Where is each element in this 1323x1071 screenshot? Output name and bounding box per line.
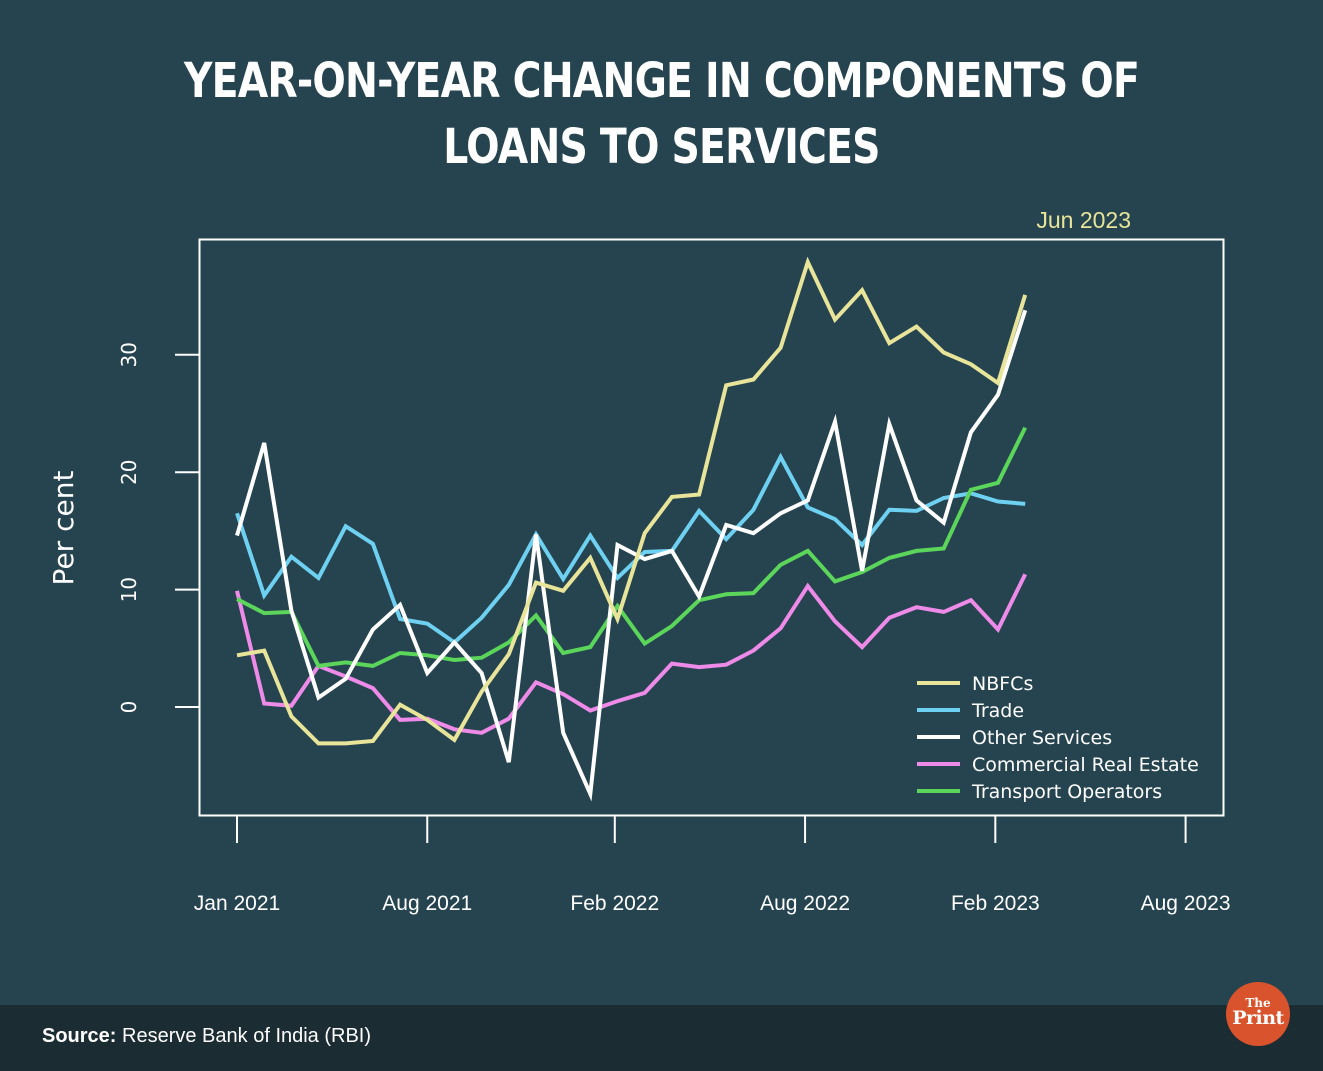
logo-print-text: Print	[1232, 1007, 1284, 1029]
source-note: Source: Reserve Bank of India (RBI)	[42, 1025, 371, 1048]
series-line-other-services	[235, 309, 1028, 802]
y-tick-label: 0	[117, 701, 141, 714]
legend-label: NBFCs	[972, 673, 1033, 695]
series-line-transport-operators	[236, 426, 1027, 669]
axes: 0 10 20 30 Jan 2021 Aug 2021 Feb 2022 Aug 2022 F…	[117, 342, 1231, 915]
x-tick-label: Aug 2023	[1141, 892, 1231, 915]
annotation-label: Jun 2023	[1036, 207, 1131, 233]
chart-title-line-1: YEAR-ON-YEAR CHANGE IN COMPONENTS OF	[183, 53, 1140, 109]
line-chart: 0 10 20 30 Jan 2021 Aug 2021 Feb 2022 Aug 2022 F…	[47, 207, 1231, 915]
legend-label: Transport Operators	[971, 781, 1162, 803]
x-tick-label: Aug 2022	[760, 892, 850, 915]
the-print-logo: The Print	[1226, 982, 1290, 1046]
y-tick-label: 10	[117, 577, 141, 602]
source-text: Reserve Bank of India (RBI)	[122, 1025, 372, 1047]
plot-frame	[198, 238, 1225, 817]
x-tick-label: Aug 2021	[382, 892, 472, 915]
series-lines	[235, 256, 1028, 802]
series-line-trade	[235, 452, 1026, 645]
series-line-nbfcs	[236, 256, 1028, 746]
series-line-commercial-real-estate	[235, 573, 1027, 735]
y-tick-label: 20	[117, 459, 141, 484]
chart-title-line-2: LOANS TO SERVICES	[443, 119, 880, 175]
x-tick-label: Feb 2023	[951, 892, 1040, 915]
y-tick-label: 30	[117, 342, 141, 367]
legend-label: Commercial Real Estate	[972, 754, 1199, 776]
legend: NBFCs Trade Other Services Commercial Real …	[917, 673, 1199, 803]
legend-label: Other Services	[972, 727, 1112, 749]
footer: Source: Reserve Bank of India (RBI)	[0, 1005, 1323, 1071]
logo-the-text: The	[1245, 996, 1271, 1010]
y-axis-label: Per cent	[47, 471, 80, 586]
chart-title: YEAR-ON-YEAR CHANGE IN COMPONENTS OF LOA…	[119, 48, 1204, 180]
x-tick-label: Jan 2021	[194, 892, 280, 915]
legend-label: Trade	[971, 700, 1024, 722]
x-tick-label: Feb 2022	[570, 892, 659, 915]
source-label: Source:	[42, 1025, 117, 1047]
